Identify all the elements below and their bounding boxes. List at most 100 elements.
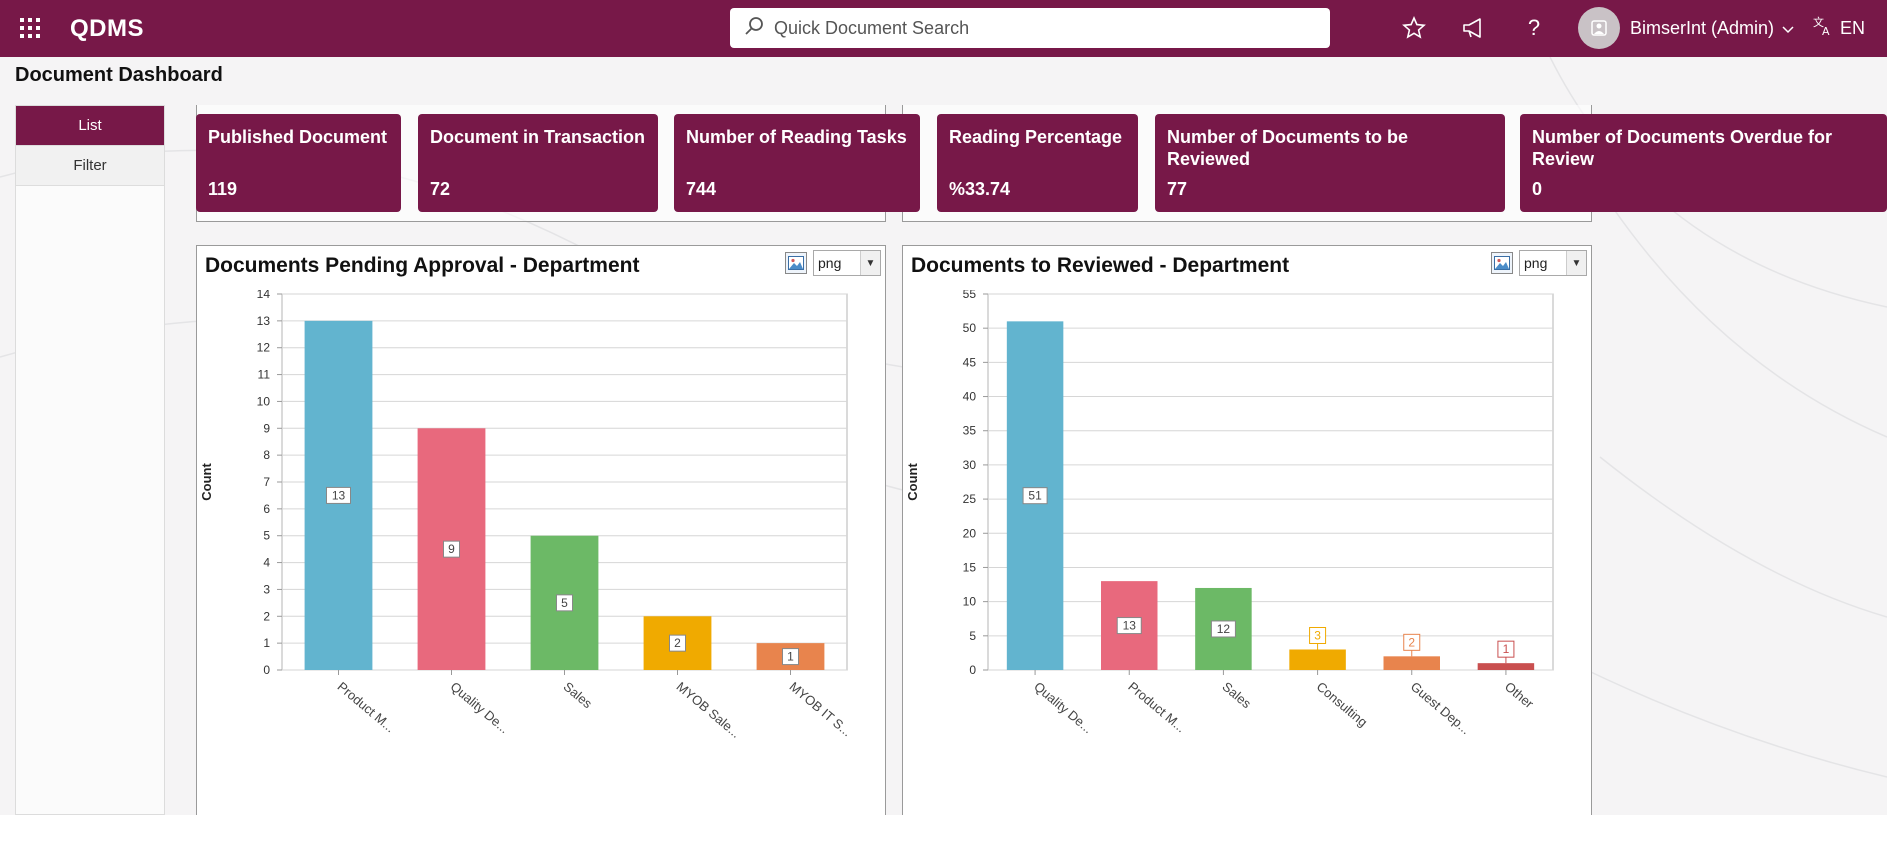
apps-grid-icon[interactable] bbox=[16, 14, 44, 42]
kpi-documents-to-be-reviewed[interactable]: Number of Documents to be Reviewed 77 bbox=[1155, 114, 1505, 212]
x-tick-label: Sales bbox=[1219, 679, 1254, 712]
quick-search-box[interactable] bbox=[730, 8, 1330, 48]
chevron-down-icon bbox=[1782, 18, 1794, 39]
y-tick-label: 3 bbox=[263, 582, 270, 596]
data-label: 5 bbox=[561, 596, 568, 610]
x-tick-label: Quality De... bbox=[1031, 679, 1095, 736]
data-label-box bbox=[1116, 617, 1142, 635]
data-label-box bbox=[1022, 487, 1048, 505]
data-label-box bbox=[669, 634, 686, 652]
y-tick-label: 0 bbox=[263, 663, 270, 677]
data-label: 9 bbox=[448, 542, 455, 556]
kpi-value: %33.74 bbox=[949, 179, 1011, 199]
export-controls: png ▼ bbox=[785, 250, 881, 276]
y-tick-label: 11 bbox=[258, 368, 271, 382]
y-tick-label: 25 bbox=[963, 492, 977, 506]
kpi-label: Published Document bbox=[208, 127, 388, 147]
export-format-select[interactable]: png ▼ bbox=[813, 250, 881, 276]
plot-area bbox=[987, 293, 1554, 671]
x-tick-label: Quality De... bbox=[448, 679, 512, 736]
kpi-label: Number of Documents Overdue for Review bbox=[1532, 127, 1833, 169]
kpi-label: Reading Percentage bbox=[949, 127, 1123, 147]
kpi-documents-overdue-for-review[interactable]: Number of Documents Overdue for Review 0 bbox=[1520, 114, 1887, 212]
y-tick-label: 30 bbox=[963, 458, 977, 472]
x-tick-label: MYOB Sale... bbox=[674, 679, 744, 741]
bar[interactable] bbox=[1289, 649, 1346, 670]
announcement-megaphone-icon[interactable] bbox=[1460, 14, 1488, 42]
y-tick-label: 10 bbox=[257, 394, 271, 408]
x-tick-label: Other bbox=[1502, 679, 1537, 712]
kpi-value: 72 bbox=[430, 179, 451, 199]
svg-text:A: A bbox=[1822, 25, 1830, 37]
data-label: 1 bbox=[1503, 642, 1510, 656]
app-logo[interactable]: QDMS bbox=[70, 15, 144, 42]
export-image-icon[interactable] bbox=[785, 252, 807, 274]
kpi-reading-tasks[interactable]: Number of Reading Tasks 744 bbox=[674, 114, 920, 212]
export-format-select[interactable]: png ▼ bbox=[1519, 250, 1587, 276]
help-question-icon[interactable]: ? bbox=[1527, 15, 1541, 40]
x-tick-label: MYOB IT S... bbox=[787, 679, 855, 740]
y-tick-label: 2 bbox=[263, 609, 270, 623]
y-tick-label: 9 bbox=[263, 421, 270, 435]
x-tick-label: Consulting bbox=[1314, 679, 1371, 730]
bar[interactable] bbox=[1383, 656, 1441, 670]
data-label: 1 bbox=[787, 650, 794, 664]
chart-panel-pending-approval: Documents Pending Approval - Department … bbox=[196, 245, 886, 815]
y-tick-label: 10 bbox=[963, 595, 977, 609]
y-tick-label: 5 bbox=[263, 529, 270, 543]
kpi-value: 744 bbox=[686, 179, 717, 199]
tab-filter[interactable]: Filter bbox=[16, 146, 164, 186]
export-format-value: png bbox=[1524, 255, 1548, 271]
favorites-star-icon[interactable] bbox=[1400, 14, 1428, 42]
quick-search-input[interactable] bbox=[774, 17, 1294, 39]
y-tick-label: 45 bbox=[963, 355, 977, 369]
x-tick-label: Guest Dep... bbox=[1408, 679, 1474, 737]
y-tick-label: 5 bbox=[969, 629, 976, 643]
data-label-box bbox=[782, 648, 799, 666]
y-tick-label: 55 bbox=[963, 290, 977, 301]
data-label-box bbox=[326, 486, 351, 504]
data-label-box bbox=[1210, 620, 1236, 638]
y-tick-label: 50 bbox=[963, 321, 977, 335]
data-label-box bbox=[1309, 626, 1327, 644]
data-label-box bbox=[1497, 640, 1515, 658]
top-bar: QDMS ? BimserInt (Admin) 文A EN bbox=[0, 0, 1887, 57]
kpi-label: Number of Reading Tasks bbox=[686, 127, 907, 147]
kpi-document-in-transaction[interactable]: Document in Transaction 72 bbox=[418, 114, 658, 212]
y-tick-label: 14 bbox=[257, 290, 271, 301]
export-image-icon[interactable] bbox=[1491, 252, 1513, 274]
data-label: 13 bbox=[332, 488, 346, 502]
kpi-label: Document in Transaction bbox=[430, 127, 646, 147]
bar[interactable] bbox=[1477, 663, 1535, 670]
chevron-down-icon: ▼ bbox=[1566, 251, 1586, 275]
kpi-reading-percentage[interactable]: Reading Percentage %33.74 bbox=[937, 114, 1138, 212]
y-tick-label: 40 bbox=[963, 390, 977, 404]
chevron-down-icon: ▼ bbox=[860, 251, 880, 275]
export-format-value: png bbox=[818, 255, 842, 271]
chart-title: Documents to Reviewed - Department bbox=[911, 254, 1290, 277]
svg-text:文: 文 bbox=[1813, 15, 1824, 29]
kpi-published-document[interactable]: Published Document 119 bbox=[196, 114, 401, 212]
data-label: 3 bbox=[1314, 628, 1321, 642]
data-label: 51 bbox=[1028, 489, 1042, 503]
y-tick-label: 13 bbox=[257, 314, 271, 328]
y-axis-label: Count bbox=[905, 463, 920, 501]
search-icon bbox=[744, 16, 764, 41]
y-tick-label: 0 bbox=[969, 663, 976, 677]
x-tick-label: Product M... bbox=[335, 679, 398, 736]
y-tick-label: 12 bbox=[257, 341, 271, 355]
tab-list[interactable]: List bbox=[16, 106, 164, 146]
user-menu[interactable]: BimserInt (Admin) bbox=[1578, 7, 1794, 49]
avatar bbox=[1578, 7, 1620, 49]
data-label: 13 bbox=[1123, 619, 1137, 633]
chart-title: Documents Pending Approval - Department bbox=[205, 254, 640, 277]
y-tick-label: 6 bbox=[263, 502, 270, 516]
sidebar: List Filter bbox=[15, 105, 165, 815]
user-name: BimserInt (Admin) bbox=[1630, 17, 1775, 38]
y-tick-label: 8 bbox=[263, 448, 270, 462]
data-label: 2 bbox=[1408, 635, 1415, 649]
chart-panel-to-reviewed: Documents to Reviewed - Department png ▼… bbox=[902, 245, 1592, 815]
